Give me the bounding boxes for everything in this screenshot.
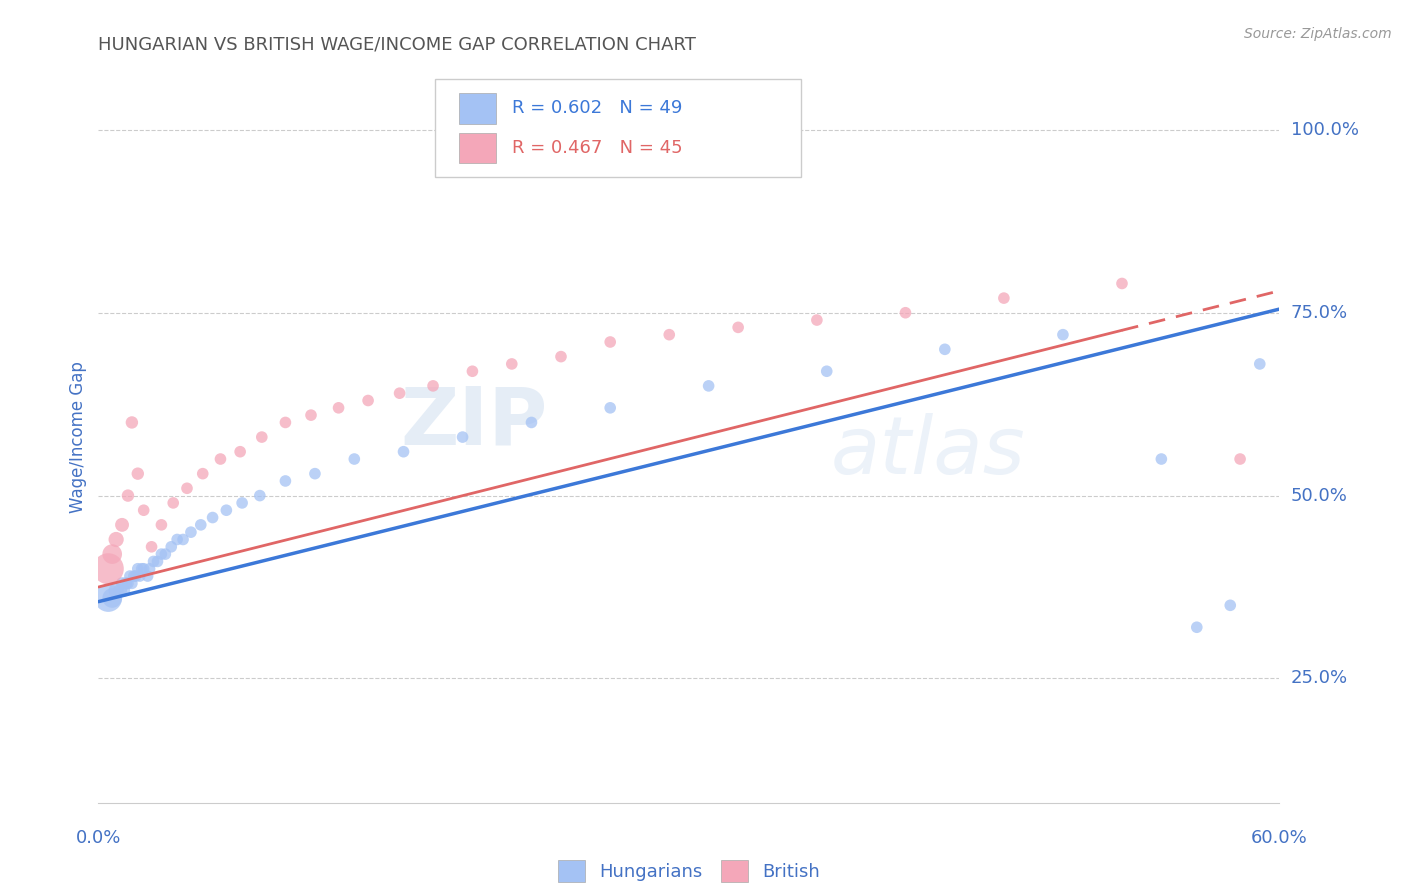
Point [117,576,139,591]
Point [132,562,155,576]
Point [229,444,252,458]
Point [121,576,143,591]
Point [111,576,134,591]
Point [105,583,128,598]
Point [274,416,297,430]
Point [599,334,621,349]
Point [231,496,253,510]
Text: Source: ZipAtlas.com: Source: ZipAtlas.com [1244,27,1392,41]
Point [105,533,128,547]
Point [150,517,173,532]
Text: HUNGARIAN VS BRITISH WAGE/INCOME GAP CORRELATION CHART: HUNGARIAN VS BRITISH WAGE/INCOME GAP COR… [98,36,696,54]
Point [328,401,350,415]
Point [1219,599,1241,613]
Point [249,489,271,503]
Point [190,517,212,532]
Point [201,510,224,524]
Text: 100.0%: 100.0% [1291,121,1358,139]
FancyBboxPatch shape [434,78,801,178]
FancyBboxPatch shape [458,133,496,163]
Point [136,569,159,583]
Text: 75.0%: 75.0% [1291,304,1348,322]
Text: atlas: atlas [831,413,1025,491]
Point [250,430,273,444]
Point [422,379,444,393]
Point [122,569,145,583]
Point [172,533,194,547]
Point [160,540,183,554]
Point [461,364,484,378]
Text: 0.0%: 0.0% [76,829,121,847]
Point [97,591,120,605]
Point [115,576,138,591]
Point [101,547,124,561]
Point [388,386,411,401]
Point [131,562,153,576]
Point [1185,620,1208,634]
Point [209,452,232,467]
Text: ZIP: ZIP [399,384,547,461]
Point [146,554,169,568]
Point [304,467,326,481]
Point [180,525,202,540]
Point [1052,327,1074,342]
Point [1150,452,1173,467]
Point [101,591,124,605]
Point [108,583,131,598]
Point [112,583,135,598]
Legend: Hungarians, British: Hungarians, British [551,853,827,888]
Y-axis label: Wage/Income Gap: Wage/Income Gap [69,361,87,513]
Point [934,343,956,357]
Point [815,364,838,378]
Point [658,327,681,342]
Point [155,547,177,561]
Point [121,416,143,430]
Point [141,540,163,554]
Point [138,562,160,576]
Point [142,554,165,568]
Point [501,357,523,371]
Point [191,467,214,481]
Text: 50.0%: 50.0% [1291,487,1347,505]
Text: 60.0%: 60.0% [1251,829,1308,847]
Point [176,481,198,495]
Point [128,569,150,583]
Point [697,379,720,393]
Point [150,547,173,561]
Point [215,503,238,517]
FancyBboxPatch shape [458,93,496,124]
Point [132,503,155,517]
Point [299,408,322,422]
Point [125,569,148,583]
Point [993,291,1015,305]
Point [117,489,139,503]
Point [127,467,149,481]
Point [894,306,917,320]
Point [343,452,366,467]
Point [727,320,749,334]
Point [357,393,380,408]
Point [111,517,134,532]
Text: R = 0.602   N = 49: R = 0.602 N = 49 [512,100,682,118]
Point [97,562,120,576]
Point [392,444,415,458]
Point [520,416,543,430]
Point [550,350,572,364]
Point [118,569,141,583]
Point [274,474,297,488]
Point [127,562,149,576]
Point [806,313,828,327]
Point [451,430,474,444]
Point [1229,452,1251,467]
Point [1111,277,1133,291]
Text: R = 0.467   N = 45: R = 0.467 N = 45 [512,139,682,157]
Text: 25.0%: 25.0% [1291,670,1348,688]
Point [166,533,188,547]
Point [1249,357,1271,371]
Point [599,401,621,415]
Point [162,496,184,510]
